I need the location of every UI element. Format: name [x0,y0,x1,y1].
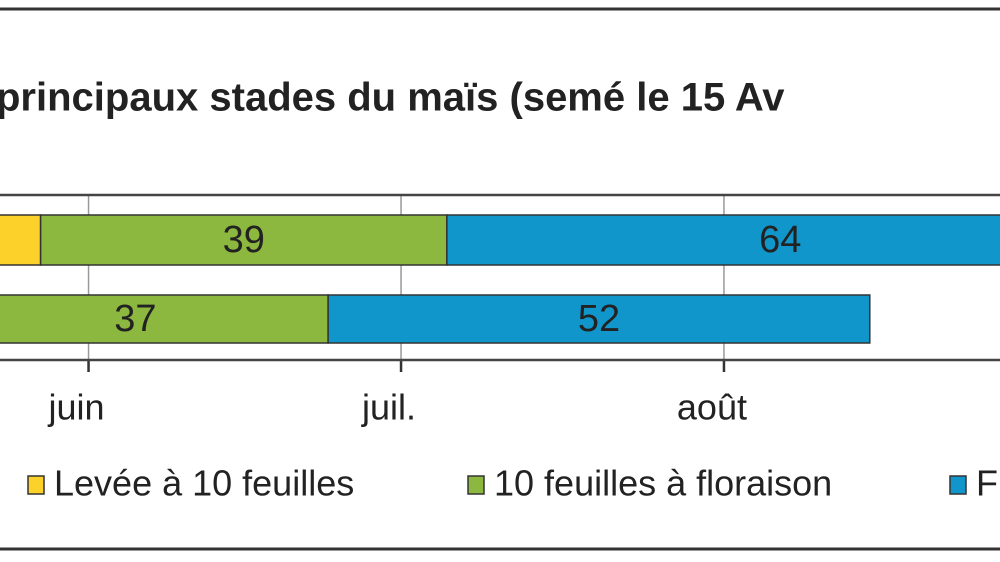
legend-swatch [949,475,967,495]
x-tick-label: juil. [361,387,416,428]
legend-swatch [467,475,485,495]
legend-label: Levée à 10 feuilles [54,463,354,504]
bar-label: 64 [759,219,801,261]
legend-label: F [976,463,998,504]
plot: juin juil. août 39 64 37 52 Levée à 10 feuilles… [0,193,1000,504]
bar-segment [446,214,1000,266]
bar-segment [327,294,871,344]
bar-segment [0,294,329,344]
bar-segment [0,214,42,266]
bar-label: 39 [223,219,265,261]
chart-title: principaux stades du maïs (semé le 15 Av [0,76,785,120]
bar-label: 52 [578,298,620,340]
x-tick-label: juin [48,387,105,428]
x-tick-label: août [677,387,747,428]
legend-label: 10 feuilles à floraison [494,463,832,504]
bar-label: 37 [114,298,156,340]
legend-swatch [27,475,45,495]
